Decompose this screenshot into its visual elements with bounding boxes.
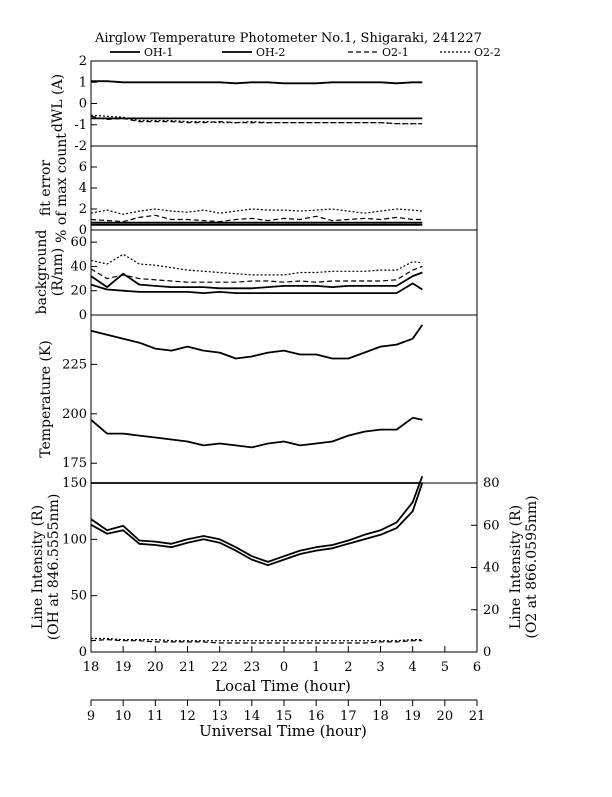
y-tick-label-right: 20 xyxy=(483,603,500,618)
legend: OH-1 OH-2 O2-1 O2-2 xyxy=(110,46,501,59)
x-tick-label-ut: 10 xyxy=(115,709,132,724)
y-tick-label: 4 xyxy=(79,181,87,196)
series-line-intensity-oh-2 xyxy=(90,475,424,563)
y-tick-label-right: 80 xyxy=(483,476,500,491)
series-line-bg-oh-1 xyxy=(90,282,423,295)
chart-title: Airglow Temperature Photometer No.1, Shi… xyxy=(94,31,482,46)
y-axis-label-temp: Temperature (K) xyxy=(38,340,54,458)
panel-frame-temp xyxy=(90,314,478,484)
x-tick-label-local: 23 xyxy=(244,660,261,675)
series-line-dwl-o2-2 xyxy=(90,114,423,125)
y-axis-label-int-left-1: Line Intensity (R) xyxy=(30,505,46,629)
panel-frame-intensity xyxy=(90,482,478,653)
y-tick-label: 6 xyxy=(79,160,87,175)
y-tick-label: 0 xyxy=(79,645,87,660)
series-line-fit-o2-1 xyxy=(90,214,423,223)
x-tick-label-ut: 20 xyxy=(437,709,454,724)
x-tick-label-ut: 12 xyxy=(179,709,196,724)
x-tick-label-ut: 11 xyxy=(147,709,164,724)
series-line-temp-o2 xyxy=(90,416,423,449)
y-tick-label: 50 xyxy=(70,589,87,604)
y-axis-label-dwl: dWL (A) xyxy=(50,74,66,132)
series-line-temp-oh xyxy=(90,324,424,360)
series-line-fit-o2-2 xyxy=(90,208,423,215)
legend-label-o2-2: O2-2 xyxy=(474,46,501,59)
x-tick-label-ut: 13 xyxy=(211,709,228,724)
x-tick-label-ut: 16 xyxy=(308,709,325,724)
y-axis-label-int-right-2: (O2 at 866.0595nm) xyxy=(524,495,540,638)
y-tick-label: 40 xyxy=(70,259,87,274)
x-tick-label-local: 2 xyxy=(344,660,352,675)
y-tick-label: 200 xyxy=(62,407,87,422)
series-line-intensity-o2-1 xyxy=(90,638,423,644)
y-tick-label: 175 xyxy=(62,456,87,471)
y-tick-label: 150 xyxy=(62,476,87,491)
legend-label-oh-2: OH-2 xyxy=(256,46,285,59)
series-line-bg-o2-1 xyxy=(90,265,423,283)
axis-ticks: 210-1-2642060402002252001751501005008060… xyxy=(30,54,540,724)
x-tick-label-local: 3 xyxy=(376,660,384,675)
x-tick-label-ut: 14 xyxy=(244,709,261,724)
y-axis-label-fit-2: % of max count xyxy=(54,133,70,243)
legend-label-o2-1: O2-1 xyxy=(382,46,409,59)
series-line-dwl-o2-1 xyxy=(90,115,423,125)
series-line-dwl-oh-1 xyxy=(91,80,423,85)
y-tick-label: 100 xyxy=(62,532,87,547)
x-axis-label-local: Local Time (hour) xyxy=(215,677,351,695)
y-tick-label: 2 xyxy=(79,54,87,69)
y-tick-label-right: 0 xyxy=(483,645,491,660)
series-line-bg-o2-2 xyxy=(90,253,423,276)
x-tick-label-local: 0 xyxy=(280,660,288,675)
y-tick-label-right: 60 xyxy=(483,518,500,533)
y-tick-label: 0 xyxy=(79,308,87,323)
y-axis-label-bg-2: (R/nm) xyxy=(50,248,66,296)
y-tick-label: 2 xyxy=(79,202,87,217)
y-axis-label-int-right-1: Line Intensity (R) xyxy=(508,505,524,629)
series-line-intensity-o2-2 xyxy=(91,637,423,642)
x-tick-label-local: 19 xyxy=(115,660,132,675)
y-tick-label: 225 xyxy=(62,357,87,372)
x-tick-label-local: 21 xyxy=(179,660,196,675)
y-tick-label: 0 xyxy=(79,97,87,112)
x-tick-label-ut: 15 xyxy=(276,709,293,724)
y-axis-label-fit-1: fit error xyxy=(38,160,54,217)
y-tick-label: 60 xyxy=(70,235,87,250)
x-tick-label-local: 1 xyxy=(312,660,320,675)
legend-label-oh-1: OH-1 xyxy=(144,46,173,59)
y-axis-label-bg-1: background xyxy=(34,230,50,315)
x-tick-label-local: 18 xyxy=(83,660,100,675)
x-tick-label-local: 20 xyxy=(147,660,164,675)
x-tick-label-ut: 18 xyxy=(372,709,389,724)
panel-frame-fit xyxy=(90,145,478,231)
x-tick-label-ut: 21 xyxy=(469,709,486,724)
x-tick-label-ut: 19 xyxy=(404,709,421,724)
series-line-bg-oh-2 xyxy=(90,271,423,290)
y-axis-label-int-left-2: (OH at 846.5555nm) xyxy=(46,494,62,641)
panel-frames xyxy=(90,60,478,653)
y-tick-label: 0 xyxy=(79,223,87,238)
x-tick-label-local: 5 xyxy=(441,660,449,675)
y-tick-label: 20 xyxy=(70,284,87,299)
x-tick-label-local: 22 xyxy=(211,660,228,675)
x-axis-label-ut: Universal Time (hour) xyxy=(199,722,367,740)
panel-frame-dwl xyxy=(90,60,478,147)
y-tick-label: 1 xyxy=(79,75,87,90)
x-tick-label-local: 4 xyxy=(409,660,417,675)
y-tick-label: -2 xyxy=(74,139,87,154)
x-tick-label-ut: 9 xyxy=(87,709,95,724)
y-tick-label: -1 xyxy=(74,118,87,133)
series-lines xyxy=(90,80,424,644)
series-line-intensity-oh-1 xyxy=(90,482,424,567)
x-tick-label-ut: 17 xyxy=(340,709,357,724)
panel-frame-bg xyxy=(90,229,478,316)
x-tick-label-local: 6 xyxy=(473,660,481,675)
y-tick-label-right: 40 xyxy=(483,561,500,576)
